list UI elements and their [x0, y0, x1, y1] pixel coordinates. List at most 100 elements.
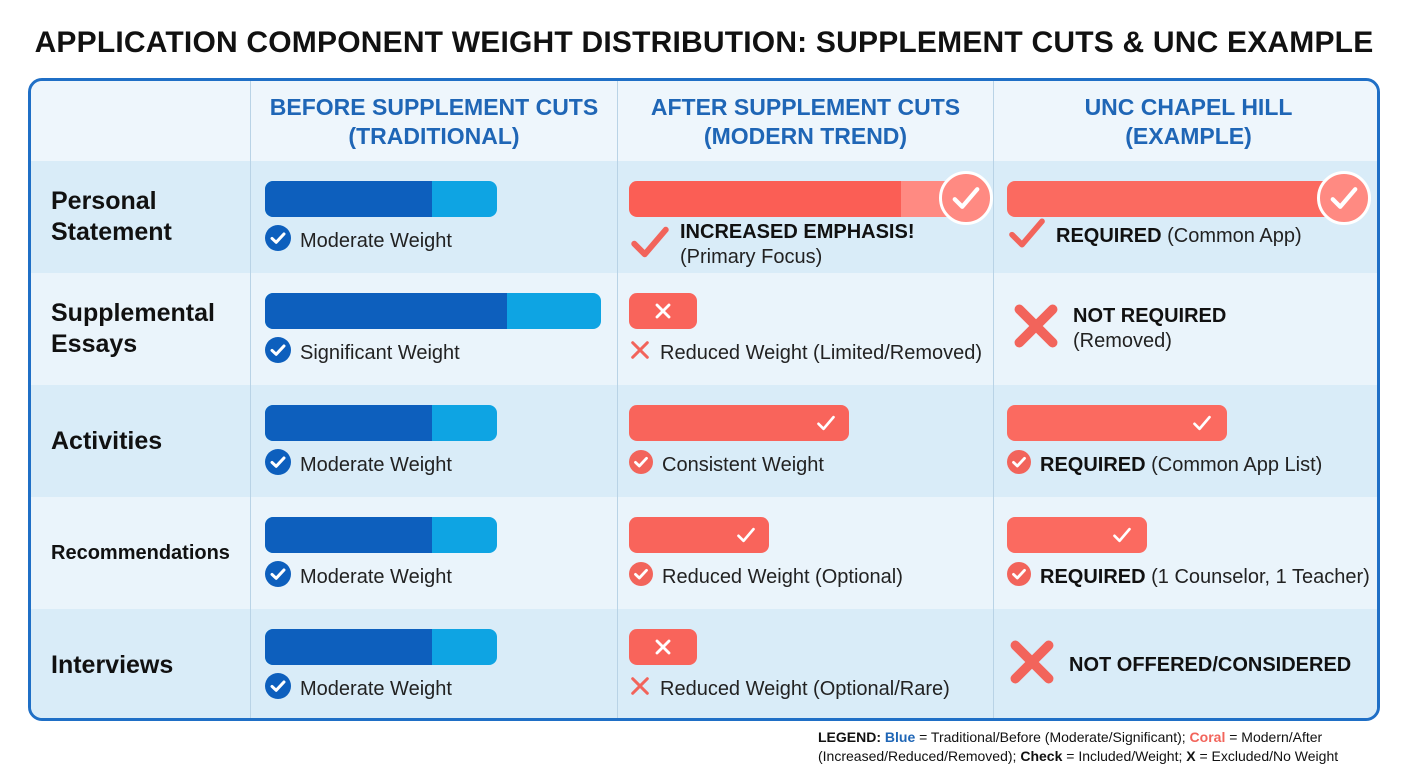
bar-after [629, 181, 969, 217]
note-unc-bold: REQUIRED [1040, 453, 1146, 476]
column-header-line: (MODERN TREND) [703, 123, 908, 149]
bar-before-fill [265, 293, 507, 329]
x-icon [650, 293, 676, 329]
legend-check-desc: = Included/Weight; [1062, 748, 1187, 764]
bar-after [629, 293, 697, 329]
check-circle-icon [265, 337, 291, 369]
note-after-text: Consistent Weight [662, 453, 824, 476]
x-icon [1007, 637, 1057, 693]
row-label-supplemental-essays: Supplemental Essays [51, 293, 215, 365]
note-before: Moderate Weight [265, 449, 452, 481]
bar-unc [1007, 405, 1227, 441]
check-icon [1007, 213, 1047, 259]
column-divider [617, 81, 618, 718]
note-before-text: Moderate Weight [300, 565, 452, 588]
note-unc-bold: REQUIRED [1040, 565, 1146, 588]
note-unc: NOT OFFERED/CONSIDERED [1007, 639, 1351, 691]
note-unc-rest: (1 Counselor, 1 Teacher) [1145, 565, 1370, 588]
check-icon [813, 405, 839, 441]
note-before: Moderate Weight [265, 673, 452, 703]
weight-distribution-table: BEFORE SUPPLEMENT CUTS (TRADITIONAL) AFT… [28, 78, 1380, 721]
row-label-line: Interviews [51, 650, 174, 679]
note-after: Consistent Weight [629, 450, 824, 480]
note-before: Moderate Weight [265, 561, 452, 593]
x-icon [1011, 301, 1061, 357]
row-label-interviews: Interviews [51, 629, 173, 701]
bar-before-fill [265, 181, 432, 217]
check-circle-icon [265, 225, 291, 257]
note-after-text: Reduced Weight (Limited/Removed) [660, 341, 983, 364]
bar-before [265, 517, 497, 553]
bar-before [265, 181, 497, 217]
note-after-bold: INCREASED EMPHASIS! [680, 221, 915, 243]
check-circle-icon [265, 449, 291, 481]
column-header-line: (EXAMPLE) [1125, 123, 1252, 149]
check-circle-icon [1007, 450, 1031, 480]
note-unc-text: REQUIRED (Common App List) [1040, 454, 1322, 477]
row-band-supplemental-essays [31, 273, 1377, 385]
check-circle-icon [1317, 171, 1371, 225]
check-icon [1189, 405, 1215, 441]
check-circle-icon [629, 450, 653, 480]
column-header-line: (TRADITIONAL) [348, 123, 520, 149]
check-circle-icon [265, 561, 291, 593]
legend-label: LEGEND: [818, 729, 881, 745]
row-label-line: Statement [51, 218, 172, 246]
bar-unc [1007, 517, 1147, 553]
check-circle-icon [939, 171, 993, 225]
note-after-text: INCREASED EMPHASIS! (Primary Focus) [680, 220, 914, 270]
legend-x: X [1186, 748, 1196, 764]
note-after: Reduced Weight (Optional/Rare) [629, 675, 950, 703]
column-header-line: UNC CHAPEL HILL [1084, 94, 1293, 120]
note-after: Reduced Weight (Limited/Removed) [629, 339, 982, 367]
row-label-line: Activities [51, 426, 163, 455]
header-band [31, 81, 1377, 161]
x-icon [650, 629, 676, 665]
bar-after [629, 629, 697, 665]
check-circle-icon [629, 562, 653, 592]
note-unc-text: NOT REQUIRED (Removed) [1073, 304, 1226, 354]
page-title: APPLICATION COMPONENT WEIGHT DISTRIBUTIO… [34, 26, 1374, 59]
legend-blue: Blue [884, 729, 916, 745]
bar-after [629, 405, 849, 441]
column-divider [250, 81, 251, 718]
row-label-line: Supplemental [51, 299, 215, 327]
legend-x-desc: = Excluded/No Weight [1195, 748, 1339, 764]
check-icon [733, 517, 759, 553]
bar-before-fill [265, 405, 432, 441]
bar-before-fill [265, 517, 432, 553]
x-icon [629, 675, 651, 703]
column-header-line: AFTER SUPPLEMENT CUTS [650, 94, 961, 120]
row-band-activities [31, 385, 1377, 497]
x-icon [629, 339, 651, 367]
note-unc-text: REQUIRED (1 Counselor, 1 Teacher) [1040, 566, 1370, 589]
row-label-line: Essays [51, 330, 138, 358]
note-unc: NOT REQUIRED (Removed) [1011, 293, 1226, 365]
check-circle-icon [1007, 562, 1031, 592]
row-band-recommendations [31, 497, 1377, 609]
row-label-line: Personal [51, 187, 157, 215]
bar-before-fill [265, 629, 432, 665]
row-label-activities: Activities [51, 405, 162, 477]
row-band-personal-statement [31, 161, 1377, 273]
row-band-interviews [31, 609, 1377, 718]
legend-coral: Coral [1189, 729, 1226, 745]
note-unc-text: REQUIRED (Common App) [1056, 225, 1302, 248]
column-header-after: AFTER SUPPLEMENT CUTS (MODERN TREND) [618, 93, 993, 151]
note-unc: REQUIRED (Common App List) [1007, 450, 1322, 480]
legend-check: Check [1020, 748, 1063, 764]
column-header-unc: UNC CHAPEL HILL (EXAMPLE) [994, 93, 1377, 151]
bar-before [265, 405, 497, 441]
bar-after [629, 517, 769, 553]
check-icon [629, 221, 671, 269]
note-unc-rest: (Common App) [1161, 224, 1302, 247]
note-unc-bold: REQUIRED [1056, 224, 1162, 247]
row-label-personal-statement: Personal Statement [51, 181, 172, 253]
note-unc-rest: (Removed) [1073, 330, 1172, 352]
note-unc: REQUIRED (1 Counselor, 1 Teacher) [1007, 562, 1370, 592]
note-before-text: Moderate Weight [300, 229, 452, 252]
column-divider [993, 81, 994, 718]
note-unc-bold: NOT REQUIRED [1073, 305, 1227, 327]
note-before-text: Significant Weight [300, 341, 460, 364]
note-before-text: Moderate Weight [300, 677, 452, 700]
